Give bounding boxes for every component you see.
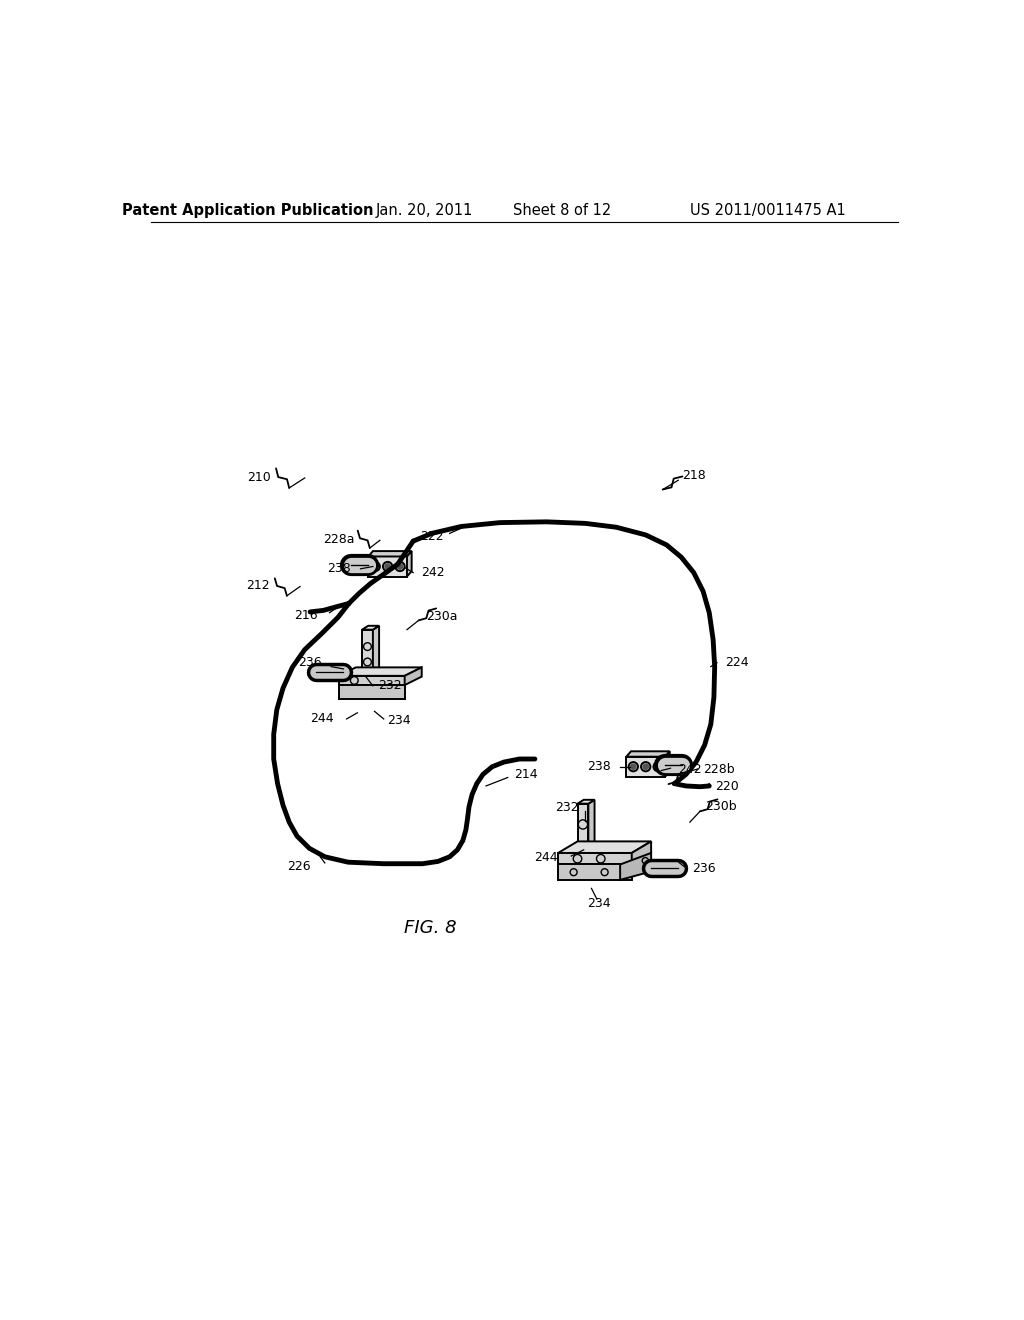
Polygon shape xyxy=(578,804,589,853)
Polygon shape xyxy=(558,853,632,865)
Text: 232: 232 xyxy=(378,680,402,693)
Text: 242: 242 xyxy=(678,763,701,776)
Circle shape xyxy=(385,564,390,569)
Text: 228a: 228a xyxy=(323,533,354,546)
Polygon shape xyxy=(558,865,632,880)
Text: 210: 210 xyxy=(248,471,271,484)
Text: 212: 212 xyxy=(246,579,270,593)
Polygon shape xyxy=(621,853,663,880)
Polygon shape xyxy=(373,626,379,676)
Text: 238: 238 xyxy=(587,760,611,774)
Circle shape xyxy=(643,764,648,770)
Text: 230b: 230b xyxy=(706,800,737,813)
Polygon shape xyxy=(369,557,407,577)
Text: Sheet 8 of 12: Sheet 8 of 12 xyxy=(513,203,611,218)
Text: 230a: 230a xyxy=(426,610,458,623)
Polygon shape xyxy=(627,756,665,776)
Circle shape xyxy=(631,764,636,770)
Polygon shape xyxy=(627,751,670,756)
Text: 236: 236 xyxy=(298,656,322,669)
Text: Jan. 20, 2011: Jan. 20, 2011 xyxy=(376,203,473,218)
Polygon shape xyxy=(665,751,670,776)
Polygon shape xyxy=(404,668,422,685)
Text: 214: 214 xyxy=(514,768,538,781)
Polygon shape xyxy=(362,626,379,630)
Text: 232: 232 xyxy=(555,801,579,814)
Text: 226: 226 xyxy=(288,861,311,874)
Text: US 2011/0011475 A1: US 2011/0011475 A1 xyxy=(689,203,845,218)
Circle shape xyxy=(655,764,660,770)
Text: 216: 216 xyxy=(294,609,317,622)
Text: 244: 244 xyxy=(535,851,558,865)
Text: 224: 224 xyxy=(725,656,749,669)
Text: Patent Application Publication: Patent Application Publication xyxy=(123,203,374,218)
Polygon shape xyxy=(589,800,595,853)
Polygon shape xyxy=(339,668,422,676)
Text: 244: 244 xyxy=(309,713,334,726)
Text: 222: 222 xyxy=(421,529,444,543)
Polygon shape xyxy=(407,552,412,577)
Polygon shape xyxy=(578,800,595,804)
Polygon shape xyxy=(339,676,404,685)
Text: 238: 238 xyxy=(328,562,351,576)
Text: 218: 218 xyxy=(682,469,706,482)
Polygon shape xyxy=(558,841,651,853)
Text: 220: 220 xyxy=(716,780,739,793)
Polygon shape xyxy=(362,630,373,676)
Text: 228b: 228b xyxy=(703,763,734,776)
Text: 234: 234 xyxy=(388,714,412,727)
Circle shape xyxy=(373,564,378,569)
Text: 234: 234 xyxy=(588,898,611,911)
Polygon shape xyxy=(632,841,651,865)
Polygon shape xyxy=(369,552,412,557)
Text: 242: 242 xyxy=(421,566,444,579)
Polygon shape xyxy=(339,685,404,700)
Circle shape xyxy=(397,564,402,569)
Text: 236: 236 xyxy=(692,862,716,875)
Text: FIG. 8: FIG. 8 xyxy=(403,920,457,937)
